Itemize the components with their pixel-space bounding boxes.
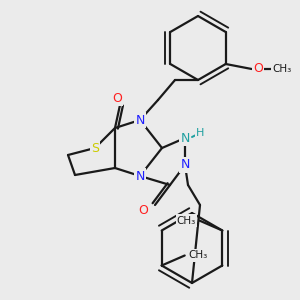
Text: O: O bbox=[253, 62, 263, 76]
Text: O: O bbox=[112, 92, 122, 104]
Text: S: S bbox=[91, 142, 99, 154]
Text: O: O bbox=[138, 205, 148, 218]
Text: N: N bbox=[180, 131, 190, 145]
Text: H: H bbox=[196, 128, 204, 138]
Text: CH₃: CH₃ bbox=[177, 215, 196, 226]
Text: N: N bbox=[135, 113, 145, 127]
Text: N: N bbox=[135, 169, 145, 182]
Text: CH₃: CH₃ bbox=[272, 64, 291, 74]
Text: CH₃: CH₃ bbox=[188, 250, 207, 260]
Text: N: N bbox=[180, 158, 190, 172]
